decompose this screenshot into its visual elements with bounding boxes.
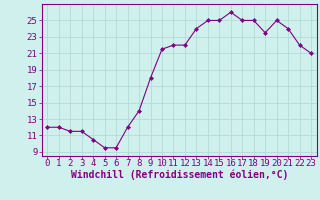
X-axis label: Windchill (Refroidissement éolien,°C): Windchill (Refroidissement éolien,°C) bbox=[70, 169, 288, 180]
